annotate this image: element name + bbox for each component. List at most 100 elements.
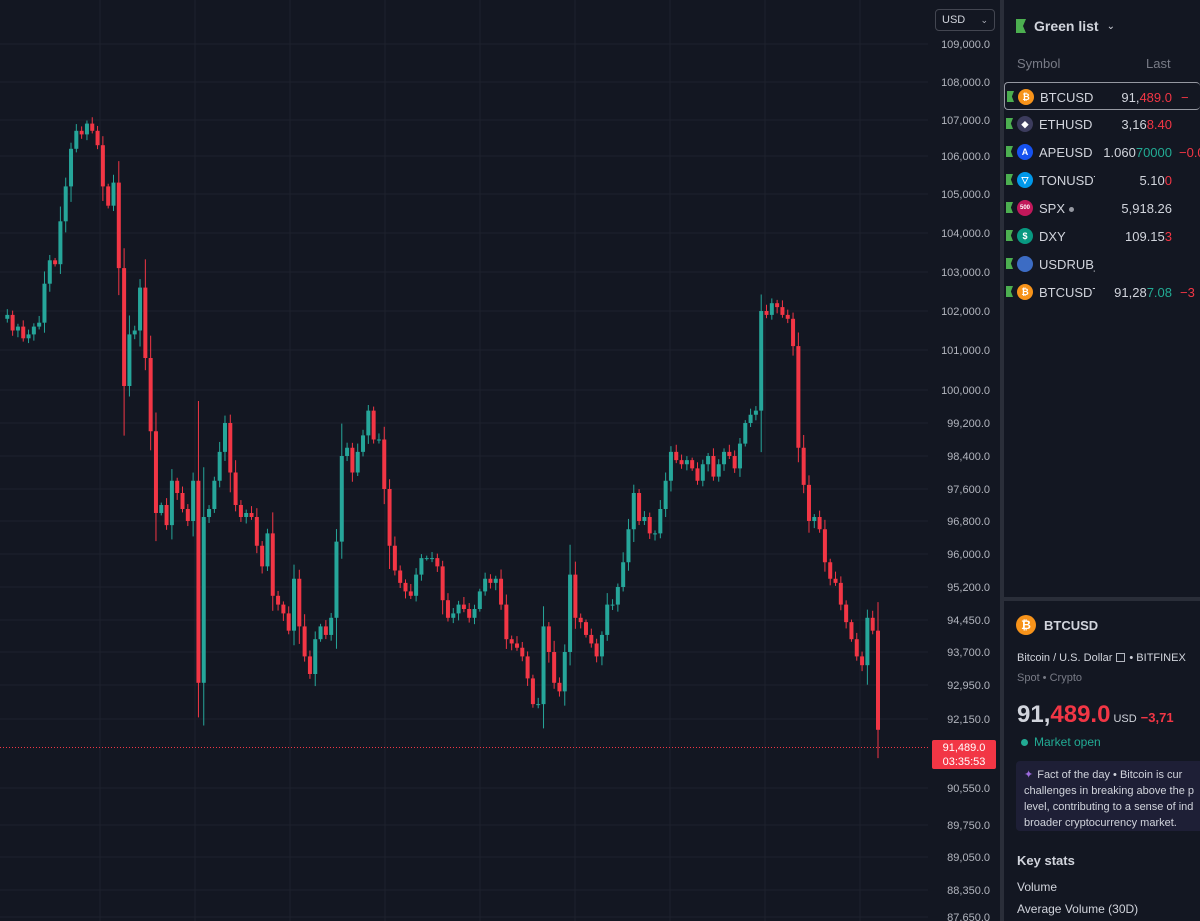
candle-down (254, 517, 259, 546)
candle-up (169, 480, 174, 526)
price-axis-label: 98,400.0 (947, 451, 990, 463)
price-fraction: 489.0 (1050, 701, 1111, 728)
candle-up (626, 529, 631, 563)
price-integer: 91, (1017, 701, 1051, 728)
bar-countdown: 03:35:53 (942, 756, 986, 768)
exchange-name[interactable]: BITFINEX (1136, 652, 1186, 664)
flag-icon[interactable] (1006, 230, 1013, 241)
last-price-tag: 91,489.0 03:35:53 (932, 740, 996, 769)
candle-up (658, 509, 663, 534)
candle-up (493, 578, 498, 583)
candle-up (812, 517, 817, 521)
candle-down (514, 643, 519, 648)
watchlist-title-button[interactable]: Green list ⌄ (1016, 18, 1115, 34)
candle-up (753, 410, 758, 415)
btc-icon: ₿ (1018, 89, 1034, 105)
candle-up (5, 314, 10, 319)
candle-up (769, 303, 774, 315)
price-axis-label: 101,000.0 (941, 345, 990, 357)
fact-title: Fact of the day (1037, 769, 1110, 781)
flag-icon[interactable] (1006, 286, 1013, 297)
symbol-name: SPX (1039, 201, 1075, 216)
last-price: 5.100 (1139, 173, 1172, 188)
candle-up (759, 311, 764, 411)
candle-down (589, 634, 594, 644)
fact-of-the-day[interactable]: ✦ Fact of the day • Bitcoin is cur challe… (1016, 761, 1200, 831)
watchlist-row-usdrub_t[interactable]: USDRUB_T (1004, 250, 1200, 278)
candle-up (430, 558, 435, 560)
candle-up (37, 322, 42, 327)
candle-down (270, 533, 275, 596)
candle-up (376, 439, 381, 441)
last-price: 1.06070000 (1103, 145, 1172, 160)
flag-icon[interactable] (1006, 258, 1013, 269)
chart-pane[interactable]: 109,000.0 108,000.0 107,000.0 106,000.0 105,… (0, 0, 1000, 921)
stat-average-volume-label: Average Volume (30D) (1017, 902, 1139, 916)
candle-down (286, 613, 291, 631)
candle-up (424, 558, 429, 560)
candle-down (785, 314, 790, 319)
price-axis-label: 103,000.0 (941, 267, 990, 279)
column-symbol[interactable]: Symbol (1017, 56, 1061, 71)
candle-down (499, 578, 504, 605)
eth-icon: ◆ (1017, 116, 1033, 132)
price-axis[interactable]: 109,000.0 108,000.0 107,000.0 106,000.0 105,… (941, 39, 990, 921)
candle-up (653, 533, 658, 535)
currency-select[interactable]: USD ⌄ (935, 9, 995, 31)
candle-down (260, 545, 265, 567)
candle-down (196, 480, 201, 683)
candle-down (870, 617, 875, 631)
watchlist-row-ethusd[interactable]: ◆ ETHUSD 3,168.40 (1004, 110, 1200, 138)
watchlist-row-tonusdt[interactable]: ▽ TONUSDT 5.100 (1004, 166, 1200, 194)
candle-up (329, 617, 334, 635)
details-header[interactable]: ₿ BTCUSD (1016, 615, 1098, 635)
candle-down (844, 604, 849, 623)
candle-down (546, 626, 551, 652)
candle-down (764, 311, 769, 315)
price-change: − (1181, 90, 1189, 105)
candle-down (695, 468, 700, 481)
price-change: −3 (1180, 285, 1195, 300)
candle-down (90, 123, 95, 131)
candle-up (42, 283, 47, 323)
watchlist-row-apeusd[interactable]: A APEUSD 1.06070000 −0.0 (1004, 138, 1200, 166)
chevron-down-icon: ⌄ (980, 14, 988, 25)
watchlist-row-btcusd[interactable]: ₿ BTCUSD 91,489.0− (1004, 82, 1200, 110)
candle-up (132, 330, 137, 335)
candle-down (95, 130, 100, 146)
external-link-icon[interactable] (1116, 653, 1126, 662)
flag-icon[interactable] (1006, 202, 1013, 213)
price-axis-label: 95,200.0 (947, 582, 990, 594)
candle-down (860, 656, 865, 666)
candles (5, 117, 880, 759)
candle-up (207, 509, 212, 517)
details-price: 91,489.0 USD −3,71 (1017, 701, 1174, 729)
price-change: −3,71 (1140, 710, 1174, 725)
flag-icon[interactable] (1006, 146, 1013, 157)
candle-up (191, 480, 196, 521)
candle-down (509, 639, 514, 644)
price-axis-label: 94,450.0 (947, 615, 990, 627)
flag-icon[interactable] (1006, 118, 1013, 129)
status-dot-icon (1021, 738, 1028, 746)
candle-down (573, 574, 578, 618)
watchlist-row-btcusdt[interactable]: ₿ BTCUSDT 91,287.08 −3 (1004, 278, 1200, 306)
details-description: Bitcoin / U.S. Dollar • BITFINEX (1017, 652, 1186, 664)
candle-down (185, 509, 190, 521)
candle-up (63, 186, 68, 222)
price-axis-label: 100,000.0 (941, 385, 990, 397)
candle-down (775, 303, 780, 308)
candle-down (100, 145, 105, 187)
candle-down (854, 639, 859, 657)
candlestick-chart[interactable]: 109,000.0 108,000.0 107,000.0 106,000.0 105,… (0, 0, 1000, 921)
column-last[interactable]: Last (1146, 56, 1171, 71)
flag-icon[interactable] (1007, 91, 1014, 102)
candle-down (387, 489, 392, 546)
candle-up (31, 326, 36, 335)
price-axis-label: 107,000.0 (941, 115, 990, 127)
panel-divider[interactable] (1000, 0, 1004, 921)
flag-icon[interactable] (1006, 174, 1013, 185)
watchlist-row-dxy[interactable]: $ DXY 109.153 (1004, 222, 1200, 250)
watchlist-row-spx[interactable]: 500 SPX 5,918.26 (1004, 194, 1200, 222)
price-axis-label: 90,550.0 (947, 783, 990, 795)
